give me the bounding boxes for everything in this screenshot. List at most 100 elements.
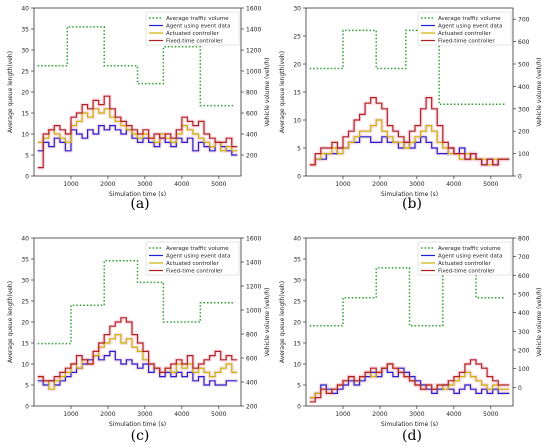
x-tick-label: 4000 — [446, 181, 461, 188]
y-tick-label: 30 — [293, 6, 301, 13]
legend-entry: Actuated controller — [166, 261, 219, 267]
y2-tick-label: 1200 — [246, 48, 261, 55]
x-tick-label: 3000 — [409, 181, 424, 188]
y-tick-label: 20 — [293, 320, 301, 327]
y2-tick-label: 1600 — [246, 6, 261, 13]
series-line-fixed — [37, 95, 238, 169]
y2-tick-label: 800 — [518, 236, 530, 243]
x-axis-label: Simulation time (s) — [381, 421, 438, 428]
traffic-volume-line — [309, 267, 506, 327]
y-axis-label: Average queue length(veh) — [7, 51, 14, 133]
y2-tick-label: 1000 — [246, 69, 261, 76]
y2-tick-label: 600 — [518, 39, 530, 46]
y-tick-label: 0 — [25, 174, 29, 181]
legend-entry: Fixed-time controller — [438, 39, 495, 45]
legend-box — [417, 241, 512, 276]
x-tick-label: 4000 — [446, 411, 461, 418]
legend: Average traffic volume Agent using event … — [145, 11, 240, 46]
y-tick-label: 15 — [293, 90, 301, 97]
y2-tick-label: 0 — [518, 174, 522, 181]
y2-tick-label: 0 — [518, 385, 522, 392]
y-tick-label: 35 — [293, 257, 301, 264]
x-tick-label: 3000 — [137, 411, 152, 418]
y-tick-label: 5 — [25, 153, 29, 160]
y2-tick-label: 500 — [518, 62, 530, 69]
y2-tick-label: 800 — [246, 332, 258, 339]
y2-tick-label: 300 — [518, 106, 530, 113]
x-tick-label: 1000 — [63, 411, 78, 418]
y-axis-label: Average queue length(veh) — [279, 51, 286, 133]
x-tick-label: 4000 — [174, 181, 189, 188]
x-tick-label: 5000 — [483, 411, 498, 418]
y2-tick-label: 500 — [518, 292, 530, 299]
y-tick-label: 20 — [21, 320, 29, 327]
y-tick-label: 10 — [21, 132, 29, 139]
y2-tick-label: 100 — [518, 366, 530, 373]
x-tick-label: 2000 — [372, 411, 387, 418]
y2-tick-label: 300 — [518, 329, 530, 336]
y-tick-label: 10 — [21, 362, 29, 369]
chart-panel-d: 0510152025303540010020030040050060070080… — [279, 236, 543, 429]
legend-entry: Average traffic volume — [438, 16, 501, 22]
series-line-agent — [309, 367, 510, 399]
y-tick-label: 25 — [293, 34, 301, 41]
y2-tick-label: 1200 — [246, 284, 261, 291]
legend-entry: Agent using event data — [166, 254, 230, 260]
y-tick-label: 30 — [21, 278, 29, 285]
y2-tick-label: 200 — [518, 348, 530, 355]
y2-tick-label: 1400 — [246, 260, 261, 267]
y-axis-label: Average queue length(veh) — [279, 281, 286, 363]
y2-tick-label: 600 — [518, 273, 530, 280]
x-tick-label: 5000 — [483, 181, 498, 188]
y2-tick-label: 100 — [518, 151, 530, 158]
y2-axis-label: Vehicle volume (veh/h) — [264, 287, 271, 356]
legend-entry: Agent using event data — [438, 24, 502, 30]
series-line-actuated — [309, 119, 510, 166]
panel-caption-a: (a) — [130, 196, 150, 212]
y2-axis-label: Vehicle volume (veh/h) — [536, 287, 543, 356]
legend-entry: Fixed-time controller — [166, 269, 223, 275]
legend-entry: Fixed-time controller — [438, 269, 495, 275]
y-tick-label: 10 — [293, 118, 301, 125]
series-line-agent — [37, 350, 238, 386]
y-tick-label: 15 — [21, 111, 29, 118]
series-line-fixed — [309, 359, 510, 403]
x-tick-label: 4000 — [174, 411, 189, 418]
x-tick-label: 2000 — [100, 411, 115, 418]
legend-box — [417, 11, 512, 46]
y2-tick-label: 200 — [246, 404, 258, 411]
x-tick-label: 5000 — [211, 411, 226, 418]
y2-tick-label: 1600 — [246, 236, 261, 243]
traffic-volume-line — [309, 29, 506, 106]
y-tick-label: 5 — [25, 383, 29, 390]
series-line-fixed — [309, 97, 510, 166]
panel-caption-d: (d) — [402, 428, 422, 444]
y2-tick-label: 1000 — [246, 308, 261, 315]
y-tick-label: 40 — [21, 236, 29, 243]
legend-entry: Agent using event data — [166, 24, 230, 30]
y-tick-label: 20 — [21, 90, 29, 97]
legend: Average traffic volume Agent using event … — [145, 241, 240, 276]
y-tick-label: 0 — [297, 174, 301, 181]
y2-tick-label: 800 — [246, 90, 258, 97]
y-tick-label: 10 — [293, 362, 301, 369]
x-tick-label: 2000 — [100, 181, 115, 188]
legend-box — [145, 241, 240, 276]
legend: Average traffic volume Agent using event … — [417, 11, 512, 46]
y-tick-label: 30 — [21, 48, 29, 55]
x-tick-label: 5000 — [211, 181, 226, 188]
y-tick-label: 35 — [21, 257, 29, 264]
chart-panel-c: 0 5 10 15 20 25 30 35 40 200 400 600 800 1000 1200 1400… — [7, 236, 271, 429]
chart-panel-a: 0 5 10 15 20 25 30 35 40 200 400 600 800 1000 1200 1400… — [7, 6, 271, 199]
y-tick-label: 0 — [297, 404, 301, 411]
y2-tick-label: 600 — [246, 356, 258, 363]
y2-tick-label: 700 — [518, 254, 530, 261]
y-tick-label: 25 — [21, 299, 29, 306]
y-tick-label: 35 — [21, 27, 29, 34]
x-tick-label: 2000 — [372, 181, 387, 188]
y2-axis-label: Vehicle volume (veh/h) — [536, 57, 543, 126]
legend-entry: Actuated controller — [438, 31, 491, 37]
y-axis-label: Average queue length(veh) — [7, 281, 14, 363]
